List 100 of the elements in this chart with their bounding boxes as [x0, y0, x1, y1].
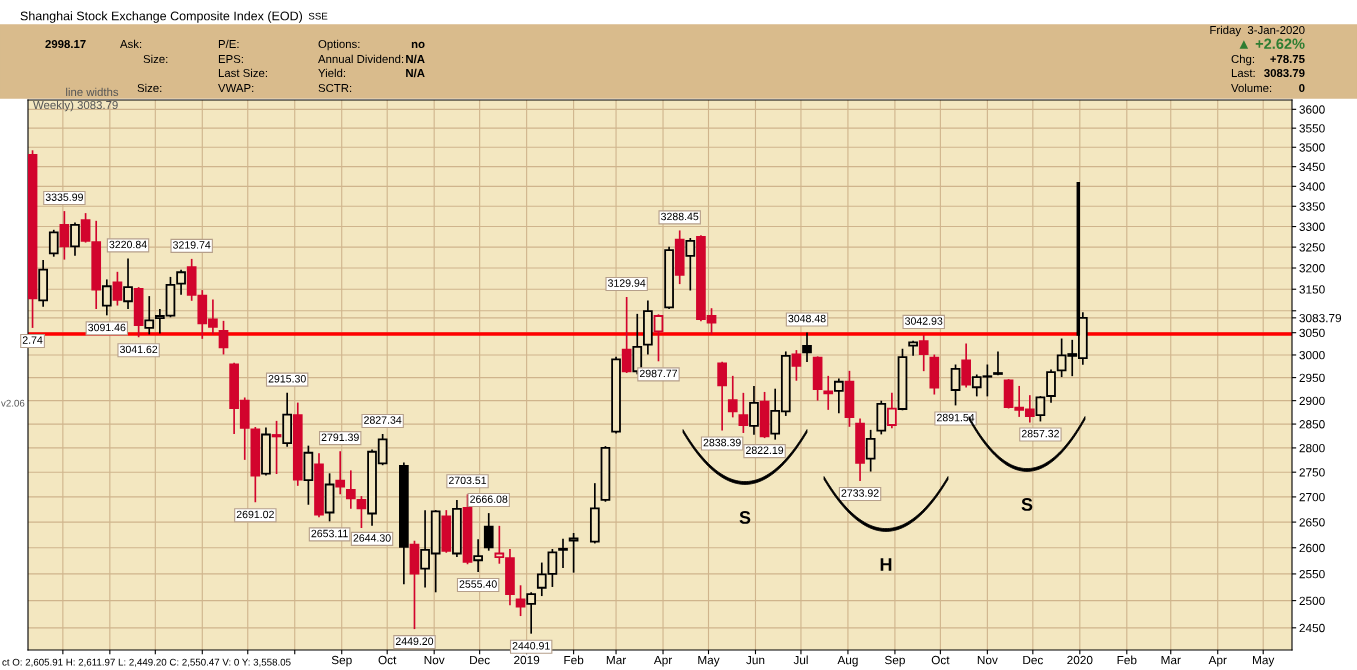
text: Friday 3-Jan-2020	[1210, 25, 1305, 37]
candlestick	[685, 238, 696, 291]
x-tick-label: Sep	[884, 655, 905, 667]
y-tick-label: 2600	[1299, 543, 1325, 553]
x-tick-label: Mar	[606, 655, 627, 665]
text: line widths	[66, 87, 119, 97]
candlestick	[271, 420, 282, 475]
candlestick	[101, 279, 112, 316]
candlestick	[738, 392, 749, 433]
y-tick-label: 3550	[1299, 124, 1325, 133]
text: SCTR:	[318, 83, 352, 93]
annotation: 2822.19	[746, 446, 784, 454]
annotation: 3288.45	[661, 212, 699, 221]
annotation: 2691.02	[236, 510, 274, 519]
text: 0	[1299, 83, 1305, 93]
annotation: 2666.08	[470, 495, 508, 503]
annotation: 2791.39	[321, 433, 359, 442]
annotation: 2440.91	[512, 642, 550, 650]
annotation: 2857.32	[1021, 429, 1059, 438]
x-tick-label: Apr	[1208, 655, 1227, 667]
y-tick-label: 3500	[1299, 143, 1325, 152]
annotation: 3129.94	[607, 279, 646, 287]
x-tick-label: May	[1253, 655, 1275, 667]
annotation: S	[739, 511, 751, 524]
y-tick-label: 2900	[1299, 396, 1325, 406]
x-tick-label: Jul	[793, 655, 808, 665]
text: ct O: 2,605.91 H: 2,611.97 L: 2,449.20 C: 2,550.47 V: 0 Y: 3,558.05	[2, 658, 291, 667]
text: VWAP:	[218, 84, 254, 92]
candlestick	[59, 211, 70, 260]
x-tick-label: Nov	[424, 655, 445, 665]
text: N/A	[406, 68, 425, 78]
y-tick-label: 3300	[1299, 222, 1325, 231]
x-tick-label: Apr	[653, 655, 673, 667]
candlestick	[908, 340, 918, 356]
candlestick	[218, 320, 229, 355]
text: +78.75	[1270, 54, 1305, 64]
y-tick-label: 2950	[1299, 373, 1325, 382]
x-tick-label: Dec	[470, 655, 490, 665]
chart-subtitle: SSE	[308, 12, 328, 20]
annotation: 2827.34	[364, 416, 402, 424]
annotation: 3042.93	[905, 317, 943, 325]
candlestick	[993, 351, 1003, 376]
text: v2.06	[1, 399, 25, 407]
x-tick-label: Mar	[1161, 655, 1181, 665]
annotation: H	[880, 558, 892, 571]
candlestick	[356, 496, 367, 529]
candlestick	[865, 429, 876, 472]
candlestick	[791, 350, 802, 381]
candlestick	[144, 296, 155, 335]
candlestick	[749, 385, 759, 435]
annotation: 2.74	[22, 336, 43, 344]
annotation: 3048.48	[788, 314, 826, 323]
candlestick	[526, 592, 537, 634]
candlestick	[123, 258, 133, 310]
candlestick	[70, 222, 80, 256]
annotation: 2891.54	[936, 413, 975, 422]
annotation: 3335.99	[45, 193, 83, 201]
text: no	[411, 41, 425, 49]
chart-title: Shanghai Stock Exchange Composite Index (EOD)	[20, 11, 303, 23]
text: Size:	[143, 54, 168, 64]
y-tick-label: 3250	[1299, 243, 1325, 252]
text: Volume:	[1231, 83, 1272, 93]
candlestick	[473, 539, 483, 572]
candlestick	[335, 451, 346, 495]
x-tick-label: Dec	[1023, 655, 1044, 665]
y-tick-label: 3050	[1299, 328, 1325, 338]
y-tick-label: 3350	[1299, 202, 1325, 211]
candlestick	[558, 538, 568, 568]
text: Ask:	[120, 39, 142, 49]
candlestick	[345, 470, 356, 509]
x-tick-label: Oct	[378, 655, 397, 665]
annotation: S	[1021, 498, 1033, 511]
candlestick	[717, 361, 727, 431]
candlestick	[833, 378, 844, 414]
text: 2998.17	[45, 39, 86, 49]
y-tick-label: 2750	[1299, 468, 1325, 477]
candlestick	[483, 513, 494, 551]
y-tick-label: 3200	[1299, 264, 1325, 273]
candlestick	[823, 375, 834, 410]
text: Options:	[318, 39, 360, 51]
annotation: 3091.46	[88, 323, 126, 332]
y-tick-label: 2450	[1299, 623, 1325, 633]
y-tick-label: 3450	[1299, 162, 1325, 172]
candlestick	[112, 271, 123, 306]
annotation: 2449.20	[395, 637, 434, 645]
text: EPS:	[218, 54, 243, 64]
text: Last:	[1231, 69, 1255, 78]
annotation: 2555.40	[459, 580, 497, 588]
candlestick	[802, 332, 812, 363]
candlestick	[950, 364, 961, 406]
y-tick-label: 3150	[1299, 285, 1325, 294]
y-tick-label: 3400	[1299, 182, 1325, 191]
y-tick-label: 3000	[1299, 351, 1325, 360]
text: Size:	[137, 83, 162, 93]
text: N/A	[406, 54, 425, 64]
y-tick-label: 2800	[1299, 443, 1325, 453]
x-tick-label: 2020	[1067, 655, 1093, 665]
annotation: 2838.39	[703, 438, 741, 447]
text: Annual Dividend:	[318, 54, 404, 64]
annotation: 3220.84	[109, 240, 147, 249]
